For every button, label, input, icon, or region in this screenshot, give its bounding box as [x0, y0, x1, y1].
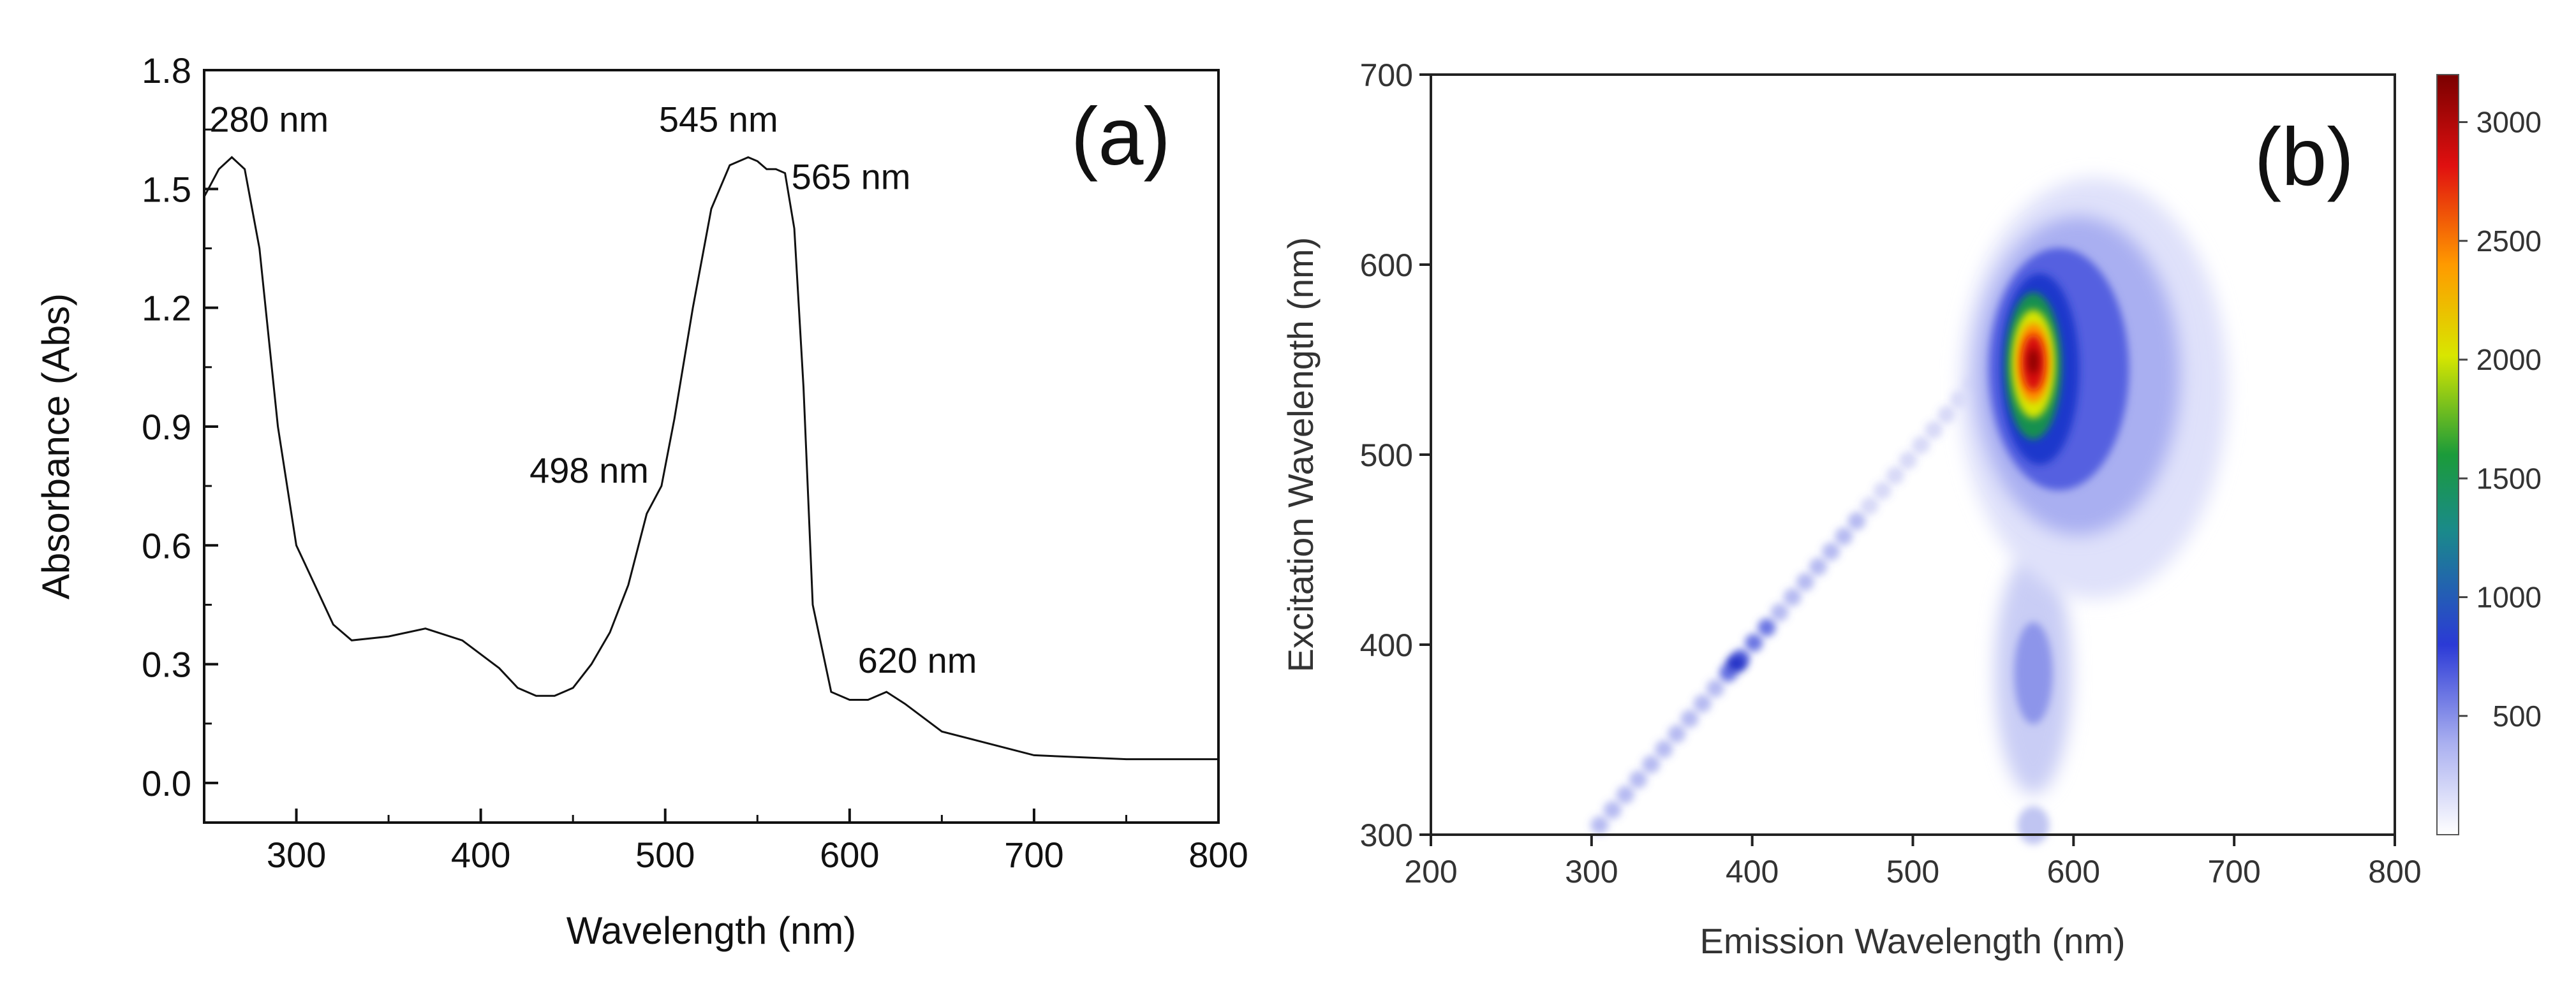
- scatter-band-dot: [1822, 542, 1840, 560]
- panel-b-x-axis-title: Emission Wavelength (nm): [1699, 921, 2125, 961]
- lower-band-tail: [2017, 806, 2050, 845]
- panel-a-x-axis-title: Wavelength (nm): [566, 909, 857, 952]
- colorbar-tick-label: 1000: [2476, 581, 2542, 614]
- colorbar: [2436, 74, 2459, 835]
- scatter-band-dot: [1655, 740, 1673, 758]
- colorbar-ticks: 500 1000 1500 2000 2500 3000: [2459, 106, 2542, 733]
- panel-a-y-tick-label: 0.9: [142, 407, 191, 447]
- colorbar-tick-label: 500: [2492, 700, 2542, 733]
- panel-a-y-tick-label: 0.3: [142, 645, 191, 685]
- panel-a-x-tick-label: 800: [1188, 835, 1248, 875]
- panel-a-absorbance-chart: 300 400 500 600 700 8000.00.30.60.91.21.51.8 …: [34, 50, 1248, 952]
- scatter-band-dot: [1925, 421, 1943, 439]
- panel-a-ticks: 300 400 500 600 700 800 0.0 0.3 0.6 0.9 1.2 1.5 1.8: [142, 50, 1248, 875]
- scatter-band-dot: [1745, 634, 1763, 652]
- colorbar-tick-label: 1500: [2476, 462, 2542, 495]
- panel-b-x-tick-label: 400: [1726, 854, 1779, 890]
- lower-band-core: [2014, 622, 2053, 724]
- panel-a-y-tick-label: 1.2: [142, 288, 191, 328]
- colorbar-tick-label: 2000: [2476, 343, 2542, 376]
- panel-a-plot-frame: [203, 69, 1220, 824]
- main-peak-core: [2028, 348, 2039, 374]
- panel-a-x-tick-label: 400: [451, 835, 510, 875]
- scatter-band-dot: [1899, 451, 1917, 469]
- panel-a-y-axis-title: Absorbance (Abs): [34, 293, 77, 599]
- panel-a-y-tick-label: 1.8: [142, 50, 191, 91]
- panel-a-y-tick-label: 1.5: [142, 169, 191, 209]
- scatter-band-dot: [1590, 816, 1609, 835]
- panel-a-y-tick-label: 0.6: [142, 525, 191, 566]
- absorbance-curve: [203, 156, 1218, 761]
- panel-b-y-axis-title: Excitation Wavelength (nm): [1280, 237, 1321, 673]
- panel-a-peak-label: 620 nm: [858, 640, 977, 680]
- scatter-band-dot: [1680, 710, 1699, 728]
- panel-b-x-tick-label: 500: [1886, 854, 1939, 890]
- panel-b-y-tick-label: 500: [1360, 437, 1413, 473]
- colorbar-tick-label: 2500: [2476, 224, 2542, 258]
- panel-b-y-tick-label: 700: [1360, 57, 1413, 93]
- panel-b-x-tick-label: 300: [1565, 854, 1618, 890]
- panel-b-y-tick-label: 300: [1360, 817, 1413, 853]
- scatter-band-dot: [1642, 755, 1661, 773]
- scatter-band-dot: [1912, 436, 1930, 455]
- panel-a-x-tick-label: 300: [267, 835, 326, 875]
- scatter-band-dot: [1835, 527, 1853, 546]
- panel-a-label: (a): [1071, 91, 1171, 182]
- panel-a-x-tick-label: 500: [635, 835, 695, 875]
- scatter-band-dot: [1783, 588, 1802, 606]
- scatter-band-dot: [1616, 786, 1634, 804]
- scatter-band-dot: [1847, 512, 1866, 531]
- panel-a-x-tick-label: 600: [820, 835, 879, 875]
- scatter-band-dot: [1860, 497, 1879, 515]
- colorbar-tick-label: 3000: [2476, 106, 2542, 139]
- panel-a-peak-label: 280 nm: [209, 99, 329, 140]
- panel-b-x-tick-label: 800: [2368, 854, 2421, 890]
- scatter-band-dot: [1629, 770, 1647, 789]
- panel-a-peak-label: 565 nm: [792, 156, 911, 196]
- scatter-band-dot: [1706, 679, 1724, 698]
- scatter-band-dot: [1796, 573, 1814, 591]
- panel-a-peak-label: 545 nm: [659, 99, 778, 140]
- panel-b-label: (b): [2254, 112, 2354, 203]
- panel-b-y-tick-label: 600: [1360, 247, 1413, 283]
- panel-b-x-tick-label: 200: [1404, 854, 1457, 890]
- panel-a-x-tick-label: 700: [1004, 835, 1063, 875]
- scatter-band-dot: [1886, 466, 1904, 485]
- eem-heatmap-contours: [1590, 177, 2228, 845]
- scatter-band-dot: [1809, 557, 1827, 576]
- scatter-band-dot: [1770, 603, 1789, 622]
- scatter-band-dot: [1668, 725, 1686, 744]
- scatter-band-dot: [1758, 619, 1776, 637]
- panel-a-peak-annotations: 280 nm 545 nm 565 nm 498 nm 620 nm: [209, 99, 977, 680]
- panel-b-x-tick-label: 700: [2207, 854, 2260, 890]
- scatter-band-dot: [1937, 406, 1956, 424]
- panel-b-x-tick-label: 600: [2047, 854, 2100, 890]
- scatter-band-dot: [1693, 694, 1712, 713]
- panel-b-y-tick-label: 400: [1360, 627, 1413, 663]
- panel-a-y-tick-label: 0.0: [142, 763, 191, 803]
- scatter-band-dot: [1873, 481, 1891, 500]
- scatter-peak: [1726, 654, 1747, 673]
- scatter-band-dot: [1603, 801, 1622, 819]
- panel-a-peak-label: 498 nm: [529, 450, 649, 490]
